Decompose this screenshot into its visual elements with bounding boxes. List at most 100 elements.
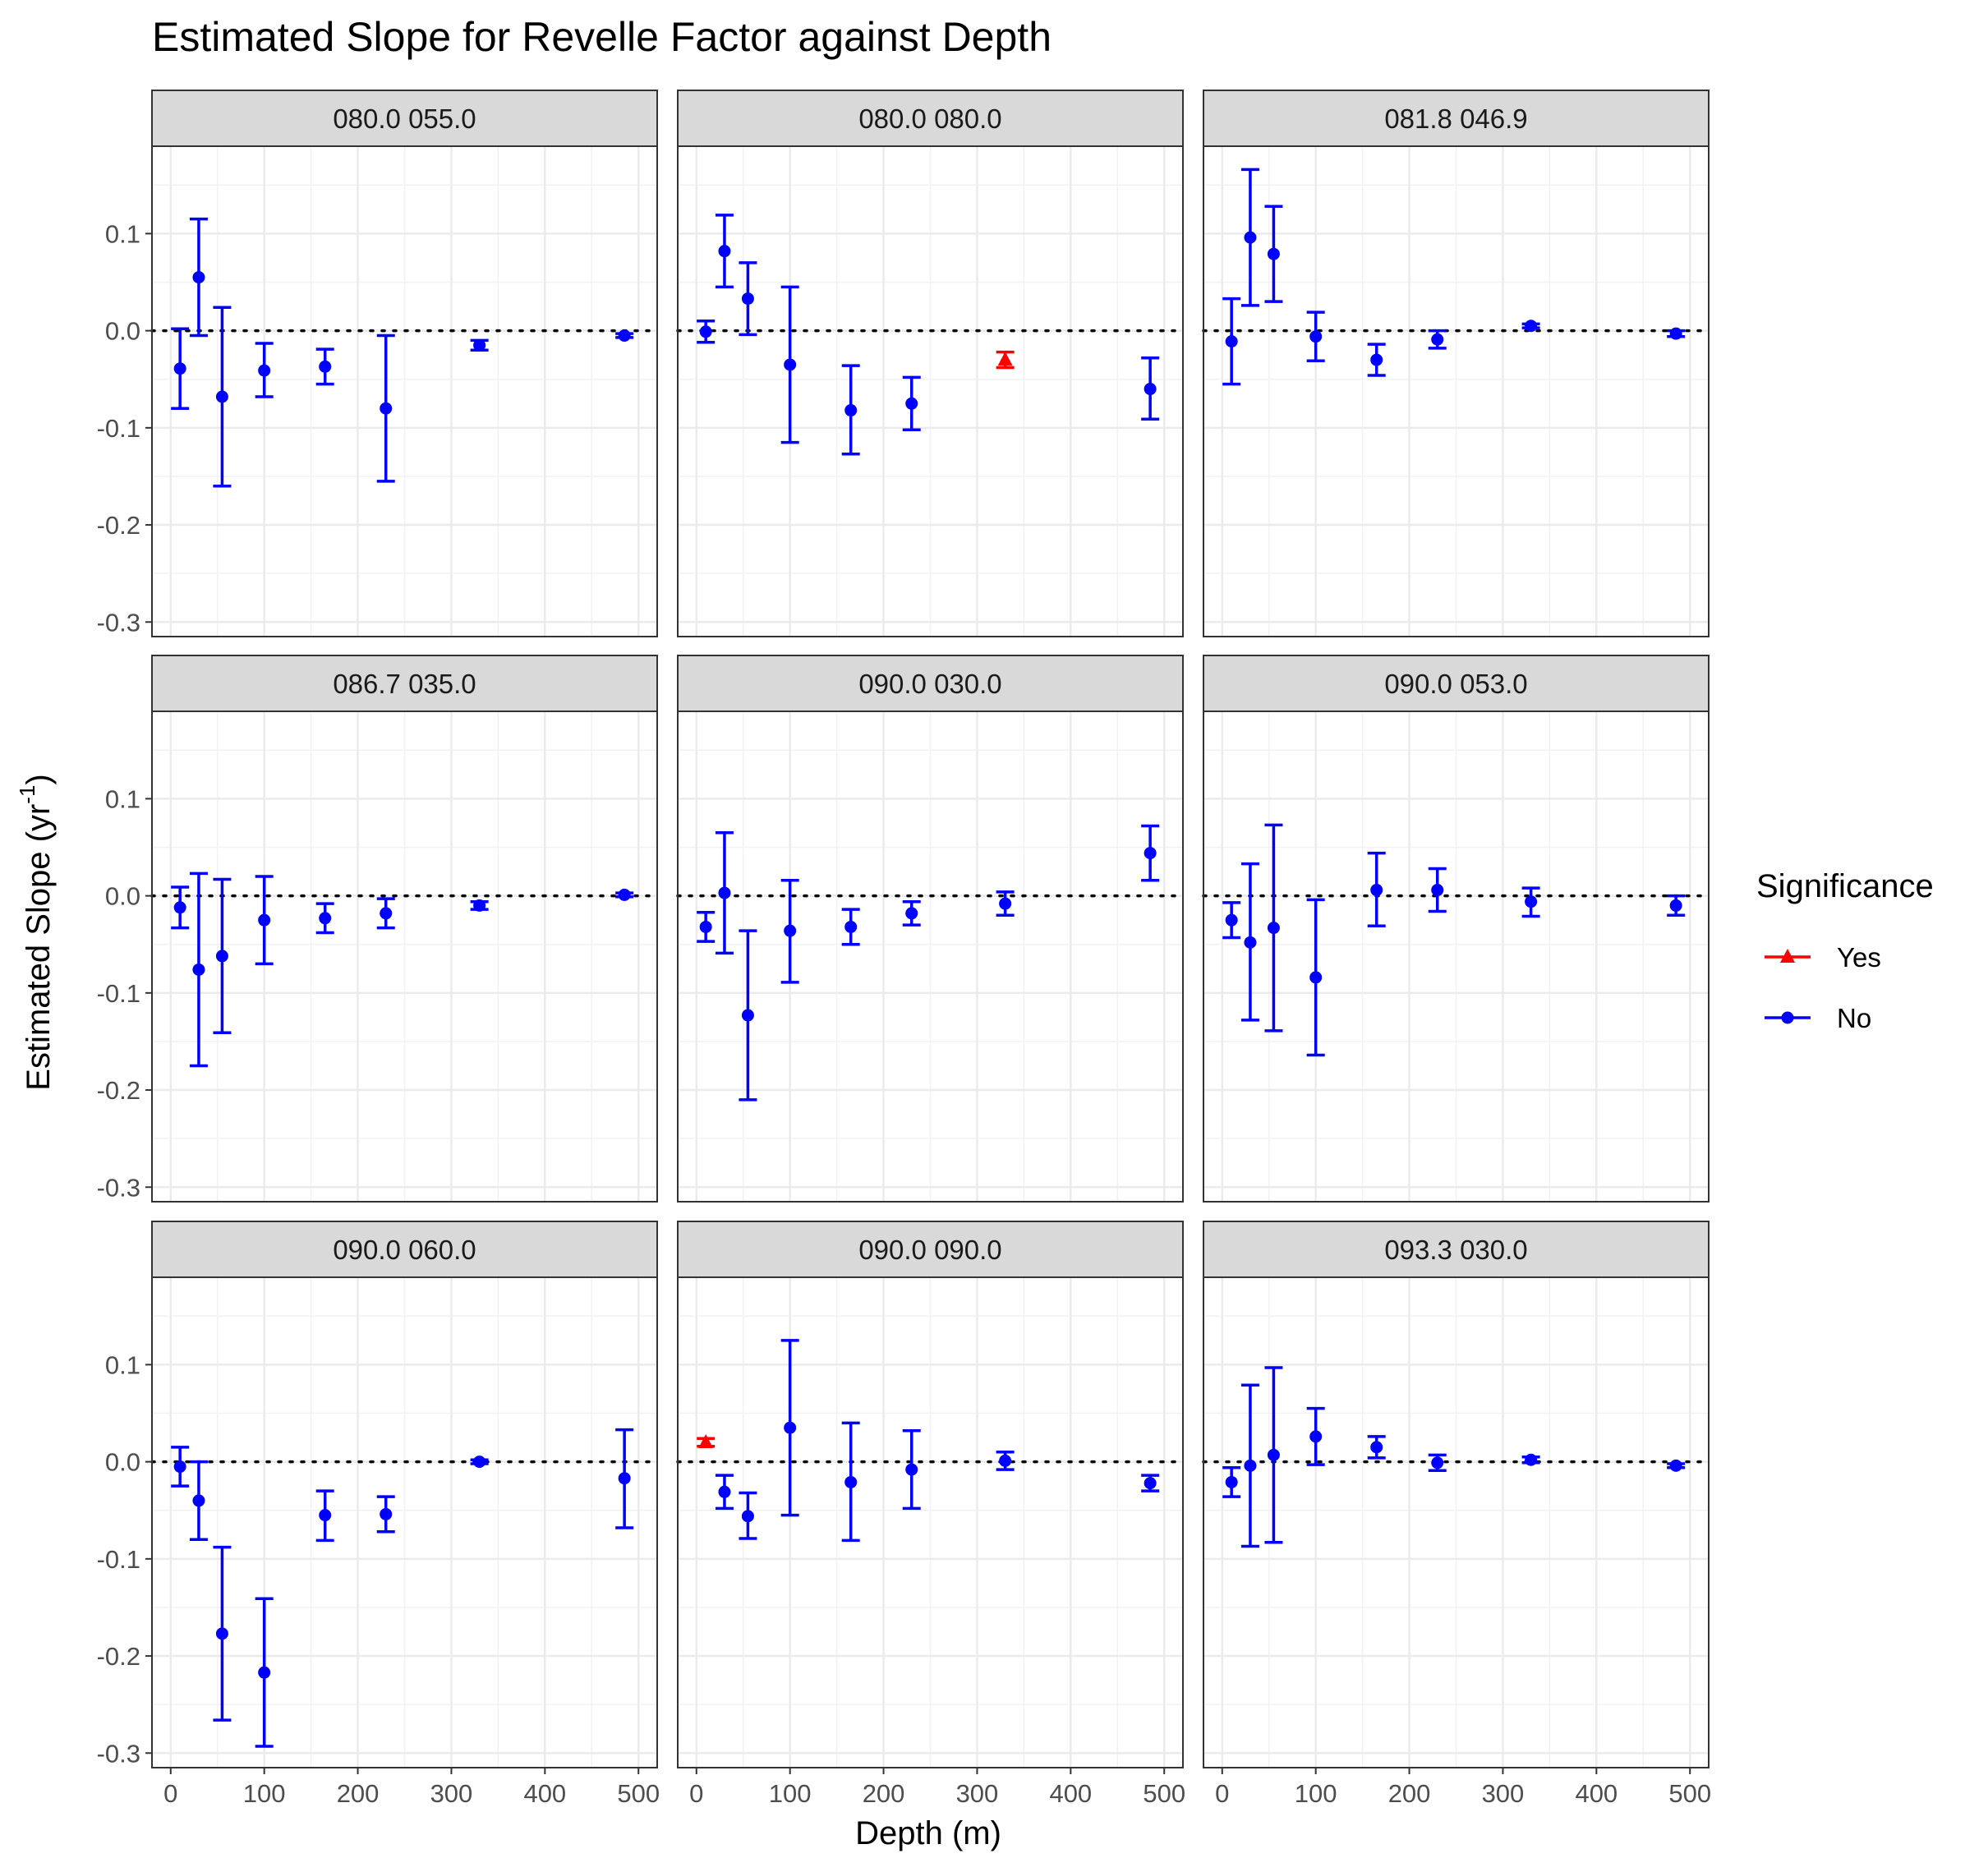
data-point [380,402,393,415]
data-point [718,245,731,258]
data-point [1431,884,1444,897]
y-tick-label: -0.3 [97,1739,140,1768]
facet-strip-label: 086.7 035.0 [333,669,476,699]
facet-strip [151,1221,658,1278]
data-point [1525,895,1538,908]
y-axis-title-sup: -1 [15,785,39,804]
panel-border [151,1276,658,1768]
data-point [718,1485,731,1498]
data-point-significant [997,352,1013,366]
data-point [844,1475,858,1488]
data-point [319,912,332,925]
data-point [192,1494,205,1507]
data-point [173,362,186,375]
data-point [1244,231,1257,244]
data-point [1370,1441,1383,1454]
facet-strip [677,1221,1184,1278]
data-point [999,897,1012,910]
data-point [1267,922,1280,935]
y-tick-label: 0.1 [105,219,140,248]
data-point [258,913,271,927]
y-tick-label: -0.2 [97,1076,140,1105]
facet-strip [151,90,658,147]
data-point [1309,1430,1323,1443]
legend-item: Yes [1765,942,1881,973]
data-point [618,888,631,901]
data-point [380,1507,393,1520]
y-tick-label: -0.2 [97,511,140,540]
x-tick-label: 0 [1215,1779,1229,1808]
data-point [473,338,486,352]
data-point [741,1009,754,1022]
y-tick-label: 0.0 [105,1448,140,1477]
data-point [741,292,754,306]
data-point [215,390,228,403]
data-point [699,325,712,338]
data-point [699,920,712,933]
x-tick-label: 0 [689,1779,703,1808]
x-tick-label: 100 [243,1779,286,1808]
y-axis-title-main: Estimated Slope (yr [21,804,57,1091]
data-point [173,1460,186,1474]
x-tick-label: 300 [1482,1779,1525,1808]
data-point [473,899,486,912]
data-point [258,364,271,377]
data-point [215,1627,228,1640]
chart-title: Estimated Slope for Revelle Factor again… [152,14,1052,60]
x-axis-title-group: Depth (m) [855,1815,1001,1851]
x-tick-label: 300 [430,1779,473,1808]
facet-panel: 090.0 053.0 [1202,655,1710,1203]
data-point [1669,1459,1682,1472]
data-point [1144,847,1157,860]
y-tick-label: -0.3 [97,1173,140,1202]
panel-border [151,711,658,1203]
data-point [1267,1448,1280,1461]
data-point [1144,383,1157,396]
legend-label: No [1837,1003,1871,1033]
data-point [1144,1477,1157,1490]
x-tick-label: 400 [1049,1779,1092,1808]
data-point [1244,936,1257,949]
facet-strip-label: 080.0 080.0 [858,103,1001,134]
data-point [380,907,393,920]
data-point [741,1510,754,1523]
x-tick-label: 300 [956,1779,999,1808]
data-point [319,360,332,373]
data-point [618,329,631,343]
data-point [258,1666,271,1679]
x-tick-label: 200 [1388,1779,1431,1808]
panel-border [677,1276,1184,1768]
facet-strip-label: 090.0 030.0 [858,669,1001,699]
data-point [215,950,228,963]
facet-panel: 090.0 030.0 [676,655,1185,1203]
data-point [1431,1456,1444,1469]
data-point [1309,330,1323,343]
data-point [1267,247,1280,260]
x-axis-title: Depth (m) [855,1815,1001,1851]
panel-border [677,145,1184,637]
data-point [844,920,858,933]
x-tick-label: 500 [1668,1779,1711,1808]
y-axis-title-close: ) [21,774,57,784]
data-point [173,901,186,914]
data-point [618,1472,631,1485]
data-point [319,1509,332,1522]
facet-panel: 080.0 055.0 0.1 0.0 -0.1 -0.2 -0.3 [97,90,659,637]
data-point-significant [698,1433,714,1448]
data-point [1431,333,1444,346]
x-tick-label: 500 [1143,1779,1185,1808]
x-tick-label: 500 [617,1779,660,1808]
data-point [1370,353,1383,366]
data-point [999,1454,1012,1467]
facet-strip-label: 090.0 053.0 [1384,669,1527,699]
y-tick-label: -0.3 [97,608,140,637]
facet-strip-label: 081.8 046.9 [1384,103,1527,134]
data-point [1669,327,1682,340]
y-tick-label: -0.1 [97,414,140,443]
y-tick-label: -0.1 [97,1545,140,1574]
y-axis-title: Estimated Slope (yr-1) [15,774,57,1090]
data-point [784,1421,797,1434]
data-point [1525,320,1538,333]
facet-panel: 093.3 030.0 0 100 200 300 400 500 [1202,1221,1711,1808]
